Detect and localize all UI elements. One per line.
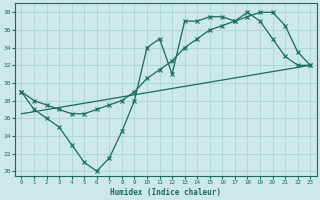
X-axis label: Humidex (Indice chaleur): Humidex (Indice chaleur) <box>110 188 221 197</box>
